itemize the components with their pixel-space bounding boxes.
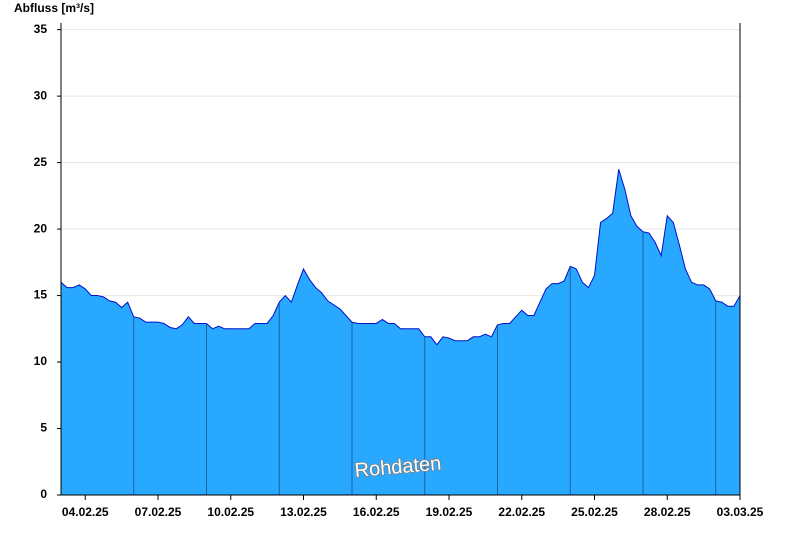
y-tick-label: 15 [34,288,48,302]
y-tick-label: 0 [40,487,47,501]
y-tick-label: 35 [34,22,48,36]
y-tick-label: 30 [34,88,48,102]
x-tick-label: 04.02.25 [62,505,109,519]
x-tick-label: 19.02.25 [426,505,473,519]
y-axis-label: Abfluss [m³/s] [14,1,94,15]
x-tick-label: 13.02.25 [280,505,327,519]
x-tick-label: 07.02.25 [135,505,182,519]
y-tick-label: 25 [34,155,48,169]
line [60,169,741,346]
y-tick-label: 5 [40,421,47,435]
x-tick-label: 03.03.25 [717,505,764,519]
x-tick-label: 10.02.25 [207,505,254,519]
area [61,169,740,495]
x-tick-label: 25.02.25 [571,505,618,519]
x-tick-label: 16.02.25 [353,505,400,519]
x-tick-label: 28.02.25 [644,505,691,519]
y-tick-label: 20 [34,221,48,235]
y-tick-label: 10 [34,354,48,368]
x-tick-label: 22.02.25 [498,505,545,519]
